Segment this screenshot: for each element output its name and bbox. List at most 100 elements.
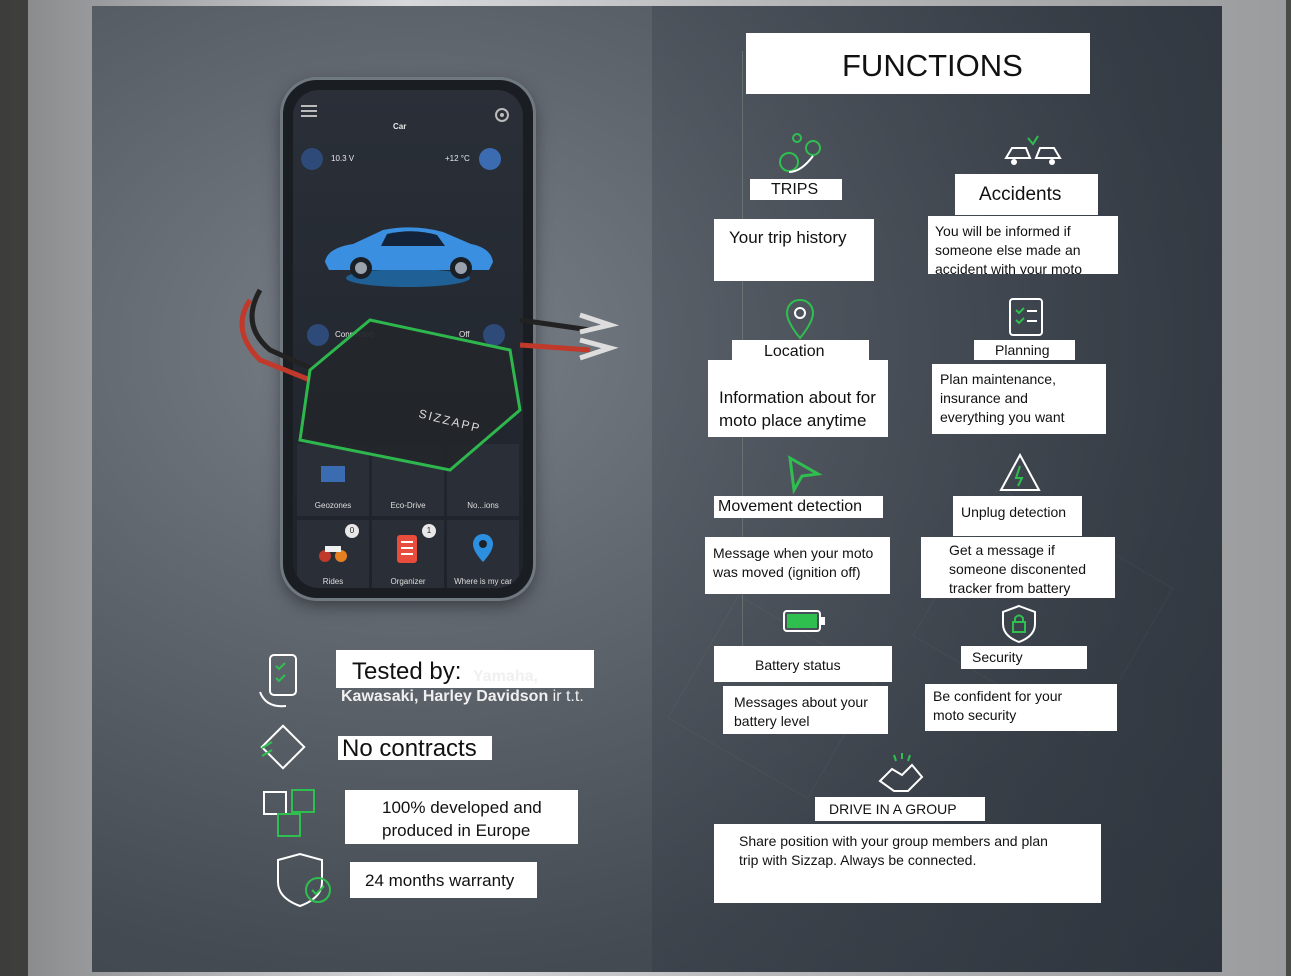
battery-description: Messages about your battery level bbox=[723, 686, 888, 734]
warning-icon bbox=[999, 452, 1041, 491]
planning-desc-line: everything you want bbox=[940, 409, 1065, 425]
group-title: DRIVE IN A GROUP bbox=[815, 797, 985, 821]
warranty-box: 24 months warranty bbox=[350, 862, 537, 898]
planning-desc-line: insurance and bbox=[940, 390, 1028, 406]
car-crash-icon bbox=[1004, 135, 1062, 165]
shield-check-icon bbox=[277, 852, 331, 908]
tested-by-brands-1: Yamaha, bbox=[473, 668, 538, 685]
accidents-desc-line: someone else made an bbox=[935, 242, 1081, 258]
unplug-desc-line: Get a message if bbox=[949, 542, 1055, 558]
security-desc-line: moto security bbox=[933, 707, 1017, 723]
rides-badge: 0 bbox=[345, 524, 359, 538]
location-pin-icon bbox=[473, 534, 493, 562]
shield-lock-icon bbox=[1002, 604, 1036, 644]
phone-checklist-icon bbox=[259, 654, 297, 708]
tile-label: Eco-Drive bbox=[390, 501, 426, 510]
location-desc-line: Information about for bbox=[719, 388, 876, 407]
europe-line-2: produced in Europe bbox=[382, 821, 531, 840]
location-description: Information about for moto place anytime bbox=[708, 360, 888, 437]
location-desc-line: moto place anytime bbox=[719, 411, 867, 430]
group-title-text: DRIVE IN A GROUP bbox=[829, 801, 957, 817]
location-title-text: Location bbox=[764, 343, 825, 360]
battery-desc-line: Messages about your bbox=[734, 694, 868, 710]
tested-by-brands-2: Kawasaki, Harley Davidson ir t.t. bbox=[341, 688, 584, 705]
tile-where-is-my-car[interactable]: Where is my car bbox=[447, 520, 519, 588]
warranty-text: 24 months warranty bbox=[365, 871, 515, 890]
trips-description: Your trip history bbox=[714, 219, 874, 281]
group-desc-line: trip with Sizzap. Always be connected. bbox=[739, 852, 977, 868]
location-title: Location bbox=[732, 340, 869, 361]
movement-description: Message when your moto was moved (igniti… bbox=[705, 537, 890, 594]
accidents-title-text: Accidents bbox=[979, 184, 1062, 205]
europe-line-1: 100% developed and bbox=[382, 798, 542, 817]
planning-title-text: Planning bbox=[995, 342, 1050, 358]
tile-rides[interactable]: 0 Rides bbox=[297, 520, 369, 588]
temperature-value: +12 °C bbox=[445, 154, 470, 163]
planning-description: Plan maintenance, insurance and everythi… bbox=[932, 364, 1106, 434]
europe-box: 100% developed and produced in Europe bbox=[345, 790, 578, 844]
battery-title: Battery status bbox=[714, 646, 892, 682]
security-description: Be confident for your moto security bbox=[925, 684, 1117, 731]
tested-by-label: Tested by: bbox=[352, 658, 462, 685]
tile-organizer[interactable]: 1 Organizer bbox=[372, 520, 444, 588]
weather-icon bbox=[479, 148, 501, 170]
movement-desc-line: was moved (ignition off) bbox=[713, 564, 861, 580]
handshake-icon bbox=[878, 753, 924, 792]
no-contracts-box: No contracts bbox=[338, 735, 492, 762]
movement-title: Movement detection bbox=[714, 496, 883, 518]
gps-tracker-device bbox=[239, 288, 620, 472]
planning-checklist-icon bbox=[1009, 298, 1043, 336]
trips-title-text: TRIPS bbox=[771, 181, 819, 198]
accidents-desc-line: accident with your moto bbox=[935, 261, 1083, 274]
functions-title-text: FUNCTIONS bbox=[842, 48, 1023, 83]
trips-title: TRIPS bbox=[750, 179, 842, 200]
battery-voltage-icon bbox=[301, 148, 323, 170]
phone-title: Car bbox=[393, 122, 407, 131]
tested-by-box: Tested by: bbox=[336, 650, 594, 688]
location-pin-icon bbox=[785, 298, 815, 340]
unplug-desc-line: someone disconented bbox=[949, 561, 1086, 577]
unplug-desc-line: tracker from battery bbox=[949, 580, 1071, 596]
trips-route-icon bbox=[779, 133, 821, 173]
group-description: Share position with your group members a… bbox=[714, 824, 1101, 903]
group-desc-line: Share position with your group members a… bbox=[739, 833, 1048, 849]
accidents-desc-line: You will be informed if bbox=[935, 223, 1071, 239]
tile-label: Where is my car bbox=[454, 577, 512, 586]
tile-label: Rides bbox=[322, 577, 344, 586]
voltage-value: 10.3 V bbox=[331, 154, 355, 163]
movement-desc-line: Message when your moto bbox=[713, 545, 874, 561]
tile-label: No...ions bbox=[467, 501, 499, 510]
contract-icon bbox=[260, 724, 306, 770]
tile-geozones[interactable]: Geozones bbox=[297, 444, 369, 516]
functions-title: FUNCTIONS bbox=[746, 33, 1090, 94]
unplug-title: Unplug detection bbox=[953, 496, 1082, 536]
motorcycle-icon bbox=[319, 546, 347, 562]
movement-title-text: Movement detection bbox=[718, 498, 863, 515]
menu-icon bbox=[301, 105, 317, 117]
security-title-text: Security bbox=[972, 649, 1023, 665]
trips-desc-text: Your trip history bbox=[729, 228, 847, 247]
tile-label: Geozones bbox=[314, 501, 352, 510]
phone-screen: Car 10.3 V +12 °C Connected Off Geozones… bbox=[293, 90, 523, 588]
no-contracts-text: No contracts bbox=[342, 735, 477, 762]
battery-desc-line: battery level bbox=[734, 713, 810, 729]
bluetooth-icon bbox=[483, 324, 505, 346]
unplug-description: Get a message if someone disconented tra… bbox=[921, 537, 1115, 598]
planning-desc-line: Plan maintenance, bbox=[940, 371, 1056, 387]
accidents-title: Accidents bbox=[955, 174, 1098, 215]
map-icon bbox=[321, 466, 345, 482]
checklist-icon bbox=[397, 535, 417, 563]
security-title: Security bbox=[961, 646, 1087, 669]
security-desc-line: Be confident for your bbox=[933, 688, 1063, 704]
gear-icon bbox=[495, 108, 509, 122]
battery-icon bbox=[783, 610, 825, 632]
toggle-status: Off bbox=[459, 330, 470, 339]
unplug-title-text: Unplug detection bbox=[961, 504, 1067, 520]
cursor-arrow-icon bbox=[788, 455, 823, 494]
accidents-description: You will be informed if someone else mad… bbox=[928, 216, 1118, 274]
car-illustration bbox=[325, 227, 493, 287]
battery-title-text: Battery status bbox=[755, 657, 841, 673]
connection-icon bbox=[307, 324, 329, 346]
planning-title: Planning bbox=[974, 340, 1075, 360]
organizer-badge: 1 bbox=[422, 524, 436, 538]
